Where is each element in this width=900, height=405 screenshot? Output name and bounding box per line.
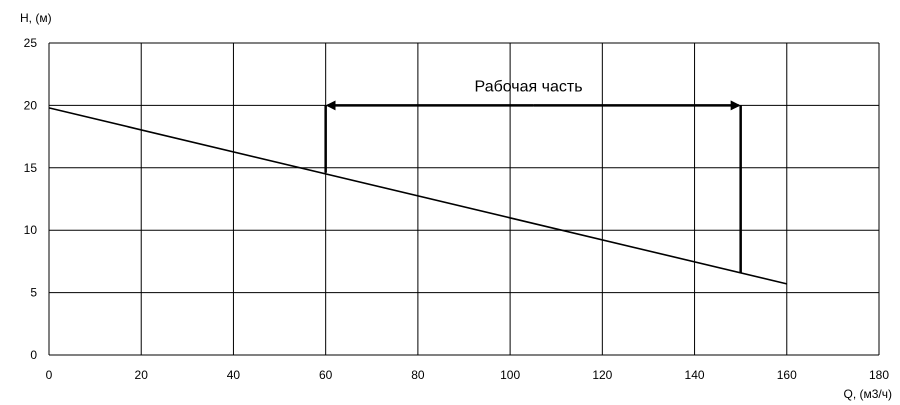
working-range-label: Рабочая часть	[475, 78, 583, 95]
x-axis-label: Q, (м3/ч)	[843, 387, 892, 401]
working-range-annotation: Рабочая часть	[324, 78, 742, 273]
x-tick-label-140: 140	[685, 368, 705, 382]
x-tick-label-80: 80	[411, 368, 425, 382]
series-lines	[48, 107, 787, 285]
y-tick-label-25: 25	[24, 36, 38, 50]
grid	[48, 42, 880, 356]
y-tick-label-10: 10	[24, 223, 38, 237]
x-tick-label-180: 180	[869, 368, 889, 382]
x-tick-label-120: 120	[592, 368, 612, 382]
y-tick-label-20: 20	[24, 98, 38, 112]
y-tick-label-5: 5	[30, 286, 37, 300]
tick-labels: 0 20 40 60 80 100 120 140 160 180 0 5 10 15 20 25	[24, 36, 890, 382]
x-tick-label-100: 100	[500, 368, 520, 382]
x-tick-label-60: 60	[319, 368, 333, 382]
x-tick-label-20: 20	[135, 368, 149, 382]
series-line-0	[48, 107, 787, 285]
x-tick-label-0: 0	[46, 368, 53, 382]
x-tick-label-40: 40	[227, 368, 241, 382]
y-axis-label: H, (м)	[20, 11, 52, 25]
y-tick-label-15: 15	[24, 161, 38, 175]
y-tick-label-0: 0	[30, 348, 37, 362]
x-tick-label-160: 160	[777, 368, 797, 382]
